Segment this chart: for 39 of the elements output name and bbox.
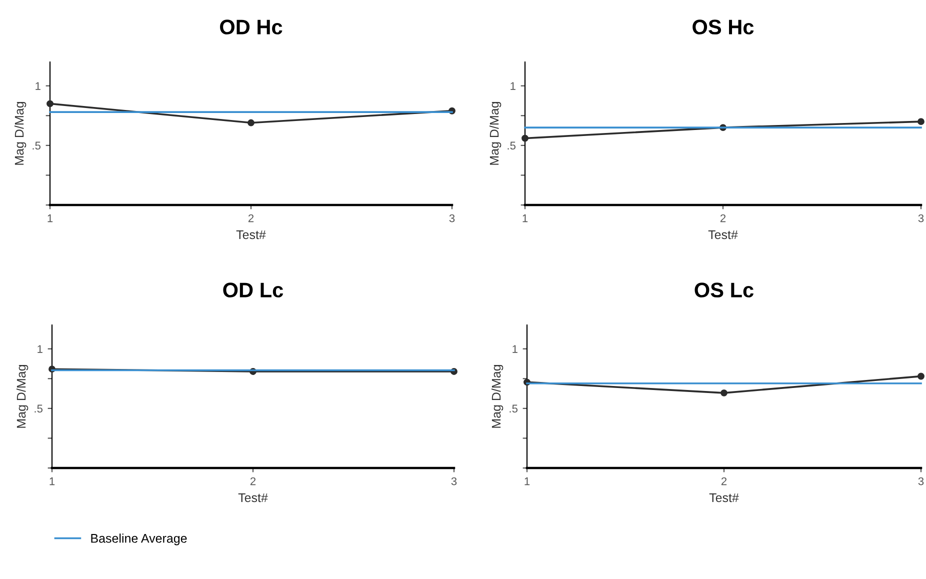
x-tick-label: 3 — [451, 477, 457, 486]
chart-title: OD Lc — [223, 282, 284, 298]
point — [918, 118, 924, 126]
x-tick-label: 1 — [522, 214, 528, 222]
x-axis-title: Test# — [236, 230, 266, 240]
x-axis-title: Test# — [238, 493, 268, 502]
y-tick-label: .5 — [508, 142, 516, 150]
y-tick-label: .5 — [510, 404, 518, 413]
x-tick-label: 3 — [918, 214, 924, 222]
x-axis-title: Test# — [708, 230, 738, 240]
y-tick-label: 1 — [36, 82, 40, 90]
point — [522, 134, 528, 142]
x-tick-label: 2 — [720, 214, 726, 222]
x-tick-label: 2 — [721, 477, 727, 486]
x-tick-label: 1 — [50, 477, 55, 486]
x-tick-label: 2 — [248, 214, 254, 222]
legend-label: Baseline Average — [91, 534, 187, 546]
x-axis-title: Test# — [709, 493, 739, 502]
x-tick-label: 1 — [48, 214, 53, 222]
chart-title: OD Hc — [220, 20, 282, 34]
y-axis-title: Mag D/Mag — [492, 365, 504, 428]
x-tick-label: 2 — [250, 477, 256, 486]
point — [248, 119, 254, 126]
y-tick-label: 1 — [510, 82, 516, 90]
y-tick-label: 1 — [512, 345, 518, 353]
y-tick-label: .5 — [34, 404, 43, 413]
x-tick-label: 3 — [449, 214, 455, 222]
chart-title: OS Lc — [694, 282, 754, 298]
y-axis-title: Mag D/Mag — [16, 365, 28, 428]
x-tick-label: 3 — [918, 477, 924, 486]
y-axis-title: Mag D/Mag — [14, 102, 26, 165]
point — [46, 100, 54, 108]
chart-title: OS Hc — [692, 20, 754, 34]
y-tick-label: 1 — [38, 345, 42, 353]
x-tick-label: 1 — [524, 477, 530, 486]
y-tick-label: .5 — [32, 142, 41, 150]
y-axis-title: Mag D/Mag — [490, 102, 502, 165]
point — [720, 389, 728, 396]
point — [918, 372, 924, 380]
